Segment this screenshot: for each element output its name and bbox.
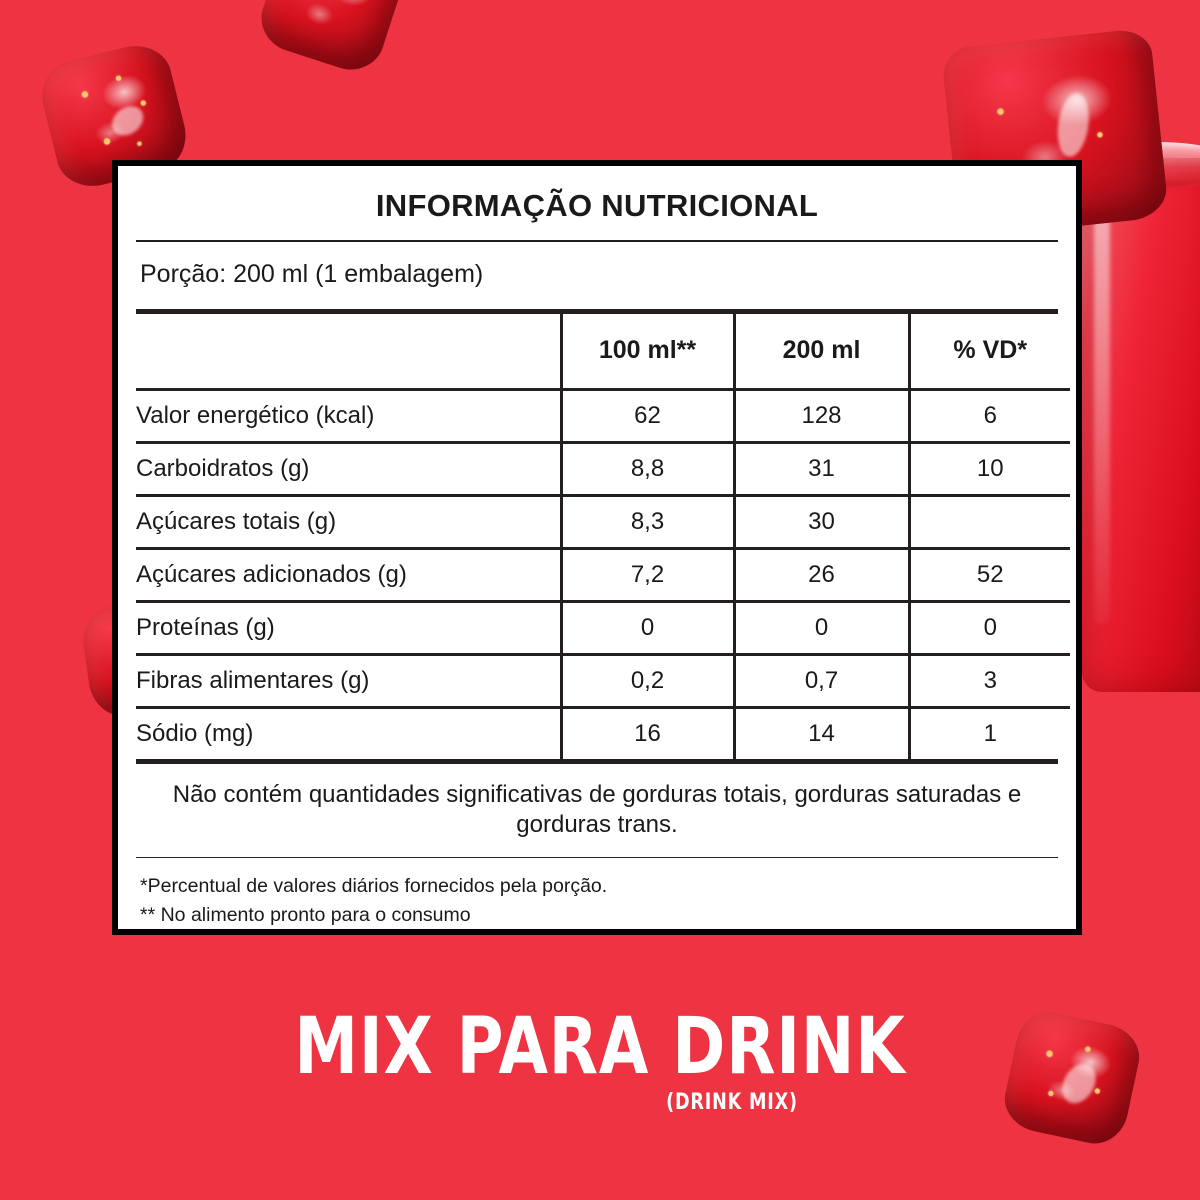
- nutrient-value-100ml: 8,8: [559, 442, 734, 497]
- nutrient-value-vd: 6: [907, 389, 1070, 444]
- nutrient-value-200ml: 0,7: [732, 654, 909, 709]
- nutrient-value-vd: 52: [907, 548, 1070, 603]
- nutrient-name: Proteínas (g): [136, 601, 561, 656]
- cup-body: [1082, 158, 1200, 692]
- nutrient-value-200ml: 30: [732, 495, 909, 550]
- gelatin-cube-top-center: [252, 0, 410, 79]
- table-row: Carboidratos (g) 8,8 31 10: [136, 442, 1070, 497]
- nutrient-value-200ml: 26: [732, 548, 909, 603]
- table-row: Proteínas (g) 0 0 0: [136, 601, 1070, 656]
- column-header-100ml: 100 ml**: [559, 313, 734, 391]
- column-header-nutrient: [136, 313, 561, 391]
- nutrient-name: Açúcares totais (g): [136, 495, 561, 550]
- column-header-vd: % VD*: [907, 313, 1070, 391]
- nutrition-facts-panel: INFORMAÇÃO NUTRICIONAL Porção: 200 ml (1…: [112, 160, 1082, 935]
- nutrient-value-200ml: 128: [732, 389, 909, 444]
- nutrient-value-100ml: 8,3: [559, 495, 734, 550]
- fat-disclaimer-text: Não contém quantidades significativas de…: [172, 780, 1022, 839]
- nutrient-value-vd: 0: [907, 601, 1070, 656]
- table-header-row: 100 ml** 200 ml % VD*: [136, 313, 1070, 391]
- column-header-200ml: 200 ml: [732, 313, 909, 391]
- cup-rim: [1074, 142, 1200, 188]
- divider-above-footnotes: [136, 857, 1058, 859]
- table-row: Fibras alimentares (g) 0,2 0,7 3: [136, 654, 1070, 709]
- nutrient-value-100ml: 0: [559, 601, 734, 656]
- page-title: INFORMAÇÃO NUTRICIONAL: [375, 188, 819, 223]
- product-title-block: MIX PARA DRINK (DRINK MIX): [0, 1002, 1200, 1115]
- table-row: Valor energético (kcal) 62 128 6: [136, 389, 1070, 444]
- product-title: MIX PARA DRINK: [294, 1002, 906, 1092]
- nutrient-value-100ml: 7,2: [559, 548, 734, 603]
- nutrient-value-100ml: 16: [559, 707, 734, 759]
- nutrient-value-vd: 10: [907, 442, 1070, 497]
- footnote-vd: *Percentual de valores diários fornecido…: [140, 875, 608, 898]
- nutrient-value-100ml: 0,2: [559, 654, 734, 709]
- nutrient-value-vd: 1: [907, 707, 1070, 759]
- footnote-ready-to-drink: ** No alimento pronto para o consumo: [140, 903, 471, 926]
- nutrient-value-100ml: 62: [559, 389, 734, 444]
- nutrition-table: 100 ml** 200 ml % VD* Valor energético (…: [136, 313, 1070, 759]
- nutrient-value-200ml: 0: [732, 601, 909, 656]
- table-row: Sódio (mg) 16 14 1: [136, 707, 1070, 759]
- nutrient-name: Fibras alimentares (g): [136, 654, 561, 709]
- divider-under-title: [136, 240, 1058, 242]
- nutrient-value-vd: 3: [907, 654, 1070, 709]
- portion-text: Porção: 200 ml (1 embalagem): [140, 259, 484, 288]
- drink-cup: [1074, 112, 1200, 692]
- table-row: Açúcares totais (g) 8,3 30: [136, 495, 1070, 550]
- divider-above-table: [136, 308, 1058, 314]
- nutrient-name: Açúcares adicionados (g): [136, 548, 561, 603]
- nutrient-value-vd: [907, 495, 1070, 550]
- nutrient-value-200ml: 31: [732, 442, 909, 497]
- nutrient-value-200ml: 14: [732, 707, 909, 759]
- product-subtitle: (DRINK MIX): [666, 1089, 798, 1115]
- nutrient-name: Carboidratos (g): [136, 442, 561, 497]
- divider-below-table: [136, 758, 1058, 764]
- cup-highlight: [1094, 204, 1110, 624]
- nutrient-name: Sódio (mg): [136, 719, 254, 747]
- footnotes: *Percentual de valores diários fornecido…: [136, 858, 1058, 929]
- nutrient-name: Valor energético (kcal): [136, 389, 561, 444]
- table-row: Açúcares adicionados (g) 7,2 26 52: [136, 548, 1070, 603]
